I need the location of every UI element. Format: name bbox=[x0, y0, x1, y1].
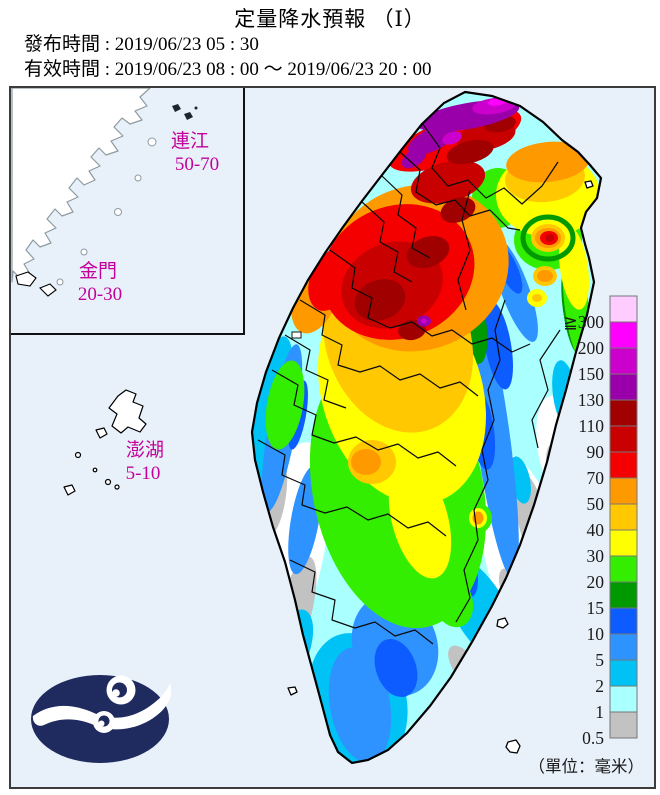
liuqiu-island bbox=[287, 686, 298, 696]
legend-tick-label: 5 bbox=[595, 650, 604, 670]
legend-swatch bbox=[609, 373, 638, 401]
page-title: 定量降水預報 （Ⅰ） bbox=[234, 7, 426, 31]
legend-tick-label: 2 bbox=[595, 676, 604, 696]
legend-swatch bbox=[609, 607, 638, 635]
legend-swatch bbox=[609, 295, 638, 323]
guishan-island bbox=[584, 180, 594, 189]
legend-swatch bbox=[609, 425, 638, 453]
mainland-coast bbox=[11, 87, 151, 283]
legend: ≧300 200 150 130 110 90 70 50 40 30 20 1… bbox=[529, 295, 645, 776]
legend-swatch bbox=[609, 711, 638, 739]
legend-tick-label: 70 bbox=[587, 468, 605, 488]
matsu-islands bbox=[172, 104, 198, 120]
offshore-islets bbox=[287, 180, 594, 754]
inset-box: 連江 50-70 金門 20-30 bbox=[9, 86, 245, 335]
legend-tick-label: 50 bbox=[587, 494, 605, 514]
penghu-range: 5-10 bbox=[126, 463, 161, 484]
lienchiang-label: 連江 bbox=[171, 130, 209, 152]
penghu-islands bbox=[63, 389, 147, 496]
legend-swatch bbox=[609, 477, 638, 505]
coastal-notch bbox=[291, 331, 302, 339]
legend-swatch bbox=[609, 633, 638, 661]
kinmen-range: 20-30 bbox=[78, 284, 122, 305]
legend-tick-label: 110 bbox=[578, 416, 604, 436]
legend-tick-label: 15 bbox=[587, 598, 605, 618]
penghu-label: 澎湖 bbox=[126, 439, 164, 461]
legend-unit-note: （單位：毫米） bbox=[529, 757, 645, 776]
legend-swatch bbox=[609, 451, 638, 479]
legend-tick-label: 130 bbox=[578, 390, 605, 410]
legend-tick-labels: ≧300 200 150 130 110 90 70 50 40 30 20 1… bbox=[563, 312, 604, 748]
legend-swatch bbox=[609, 503, 638, 531]
legend-swatch bbox=[609, 581, 638, 609]
legend-tick-label: 30 bbox=[587, 546, 605, 566]
legend-tick-label: 150 bbox=[578, 364, 605, 384]
legend-swatch bbox=[609, 529, 638, 557]
legend-tick-label: ≧300 bbox=[563, 312, 604, 332]
logo-cloud-wave bbox=[32, 683, 172, 730]
legend-swatch bbox=[609, 399, 638, 427]
legend-tick-label: 40 bbox=[587, 520, 605, 540]
county-boundaries bbox=[257, 122, 561, 645]
lienchiang-range: 50-70 bbox=[175, 154, 219, 175]
legend-color-bar bbox=[609, 295, 638, 739]
legend-tick-label: 10 bbox=[587, 624, 605, 644]
issue-time: 發布時間 : 2019/06/23 05 : 30 bbox=[24, 34, 259, 55]
valid-time: 有效時間 : 2019/06/23 08 : 00 ～ 2019/06/23 2… bbox=[24, 59, 432, 80]
cwb-logo bbox=[31, 675, 172, 763]
orchid-island bbox=[505, 739, 521, 754]
kinmen-islands bbox=[15, 271, 57, 297]
legend-tick-label: 200 bbox=[578, 338, 605, 358]
legend-tick-label: 20 bbox=[587, 572, 605, 592]
legend-swatch bbox=[609, 685, 638, 713]
legend-swatch bbox=[609, 321, 638, 349]
green-island bbox=[496, 617, 509, 629]
legend-swatch bbox=[609, 347, 638, 375]
legend-tick-label: 90 bbox=[587, 442, 605, 462]
kinmen-label: 金門 bbox=[79, 260, 117, 282]
legend-swatch bbox=[609, 659, 638, 687]
legend-swatch bbox=[609, 555, 638, 583]
legend-tick-label: 1 bbox=[595, 702, 604, 722]
legend-tick-label: 0.5 bbox=[582, 728, 604, 748]
map-border bbox=[9, 86, 656, 789]
